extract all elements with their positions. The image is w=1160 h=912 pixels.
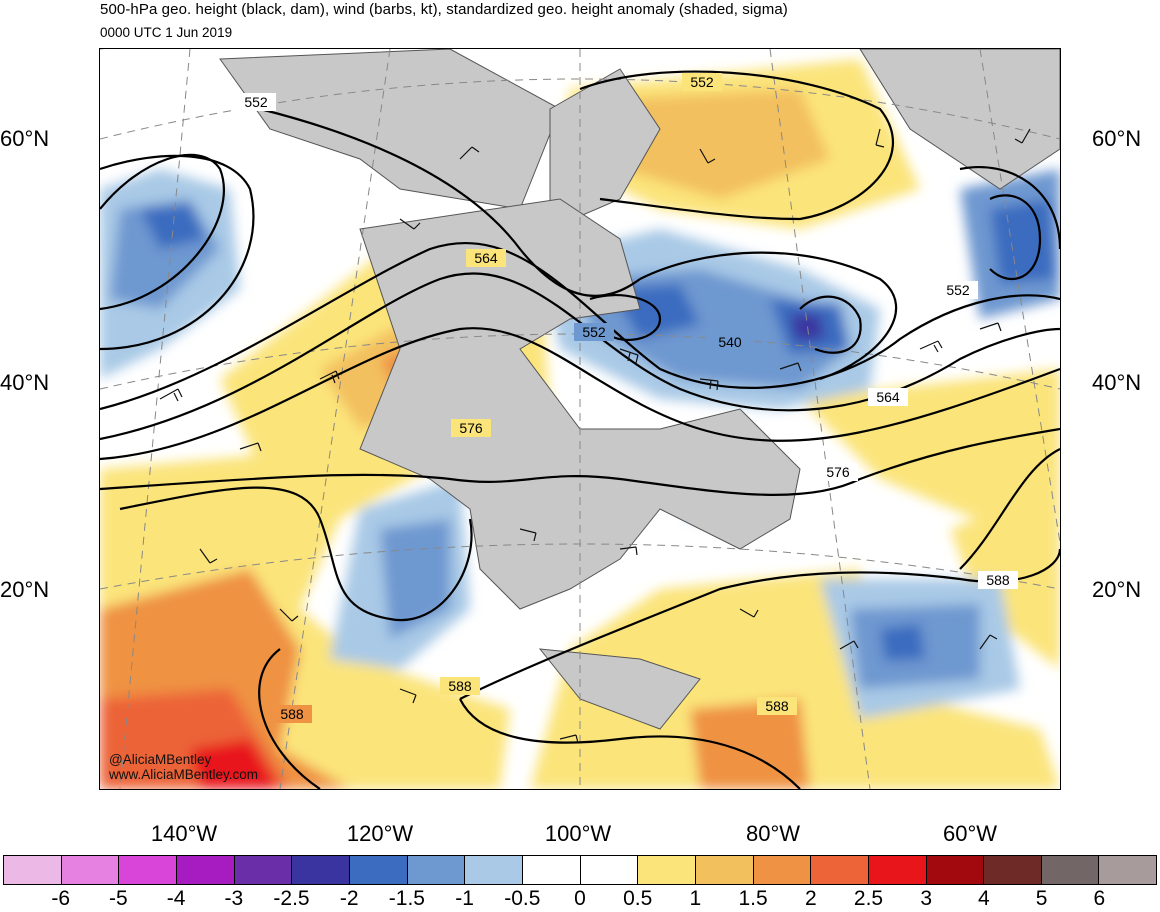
- lat-label-60n-left: 60°N: [0, 126, 50, 151]
- lon-label-100w: 100°W: [544, 821, 612, 846]
- contour-label-box: [574, 323, 614, 341]
- colorbar-tick-label: -6: [51, 887, 71, 910]
- contour-label: 564: [474, 250, 498, 266]
- colorbar-swatch: [407, 856, 466, 884]
- contour-label: 588: [280, 706, 304, 722]
- colorbar-swatch: [522, 856, 581, 884]
- colorbar-tick-label: -3: [224, 887, 244, 910]
- colorbar-swatch: [119, 856, 177, 884]
- lat-label-40n-right: 40°N: [1092, 370, 1142, 395]
- colorbar-swatch: [984, 856, 1042, 884]
- colorbar-tick-label: -4: [166, 887, 186, 910]
- colorbar-swatch: [638, 856, 696, 884]
- colorbar-swatch: [4, 856, 62, 884]
- colorbar-tick-label: -1.5: [388, 887, 425, 910]
- contour-label: 576: [459, 420, 483, 436]
- colorbar-swatch: [811, 856, 869, 884]
- colorbar-tick-label: -2: [339, 887, 359, 910]
- credit-website: www.AliciaMBentley.com: [109, 767, 259, 782]
- lat-label-40n-left: 40°N: [0, 370, 50, 395]
- contour-label: 588: [986, 572, 1010, 588]
- contour-label-box: [466, 249, 506, 267]
- colorbar-tick-label: 2: [804, 887, 817, 910]
- colorbar-tick-label: -2.5: [273, 887, 310, 910]
- contour-label-box: [868, 388, 908, 406]
- colorbar-swatch: [695, 856, 754, 884]
- contour-label: 552: [582, 324, 606, 340]
- map-title: 500-hPa geo. height (black, dam), wind (…: [100, 1, 788, 18]
- colorbar-swatch: [753, 856, 812, 884]
- contour-label: 564: [876, 389, 900, 405]
- wind-barbs: [159, 128, 1031, 744]
- contour-label-box: [451, 419, 491, 437]
- contour-labels: 552 552 552 552 564 564 540 576 576 588 …: [236, 73, 1018, 723]
- lon-label-80w: 80°W: [745, 821, 801, 846]
- contour-label-box: [272, 705, 312, 723]
- lon-label-60w: 60°W: [942, 821, 998, 846]
- contour-label-box: [978, 571, 1018, 589]
- colorbar-swatch: [580, 856, 639, 884]
- contour-label: 588: [765, 698, 789, 714]
- contour-label: 552: [244, 94, 268, 110]
- colorbar-tick-label: 6: [1093, 887, 1106, 910]
- colorbar-tick-label: -0.5: [504, 887, 541, 910]
- contour-label: 588: [448, 678, 472, 694]
- colorbar-swatch: [234, 856, 293, 884]
- colorbar-tick-label: -5: [109, 887, 128, 910]
- contour-label: 552: [690, 74, 714, 90]
- contour-label-box: [938, 281, 978, 299]
- land-masses: [219, 49, 1060, 730]
- contour-label-box: [682, 73, 722, 91]
- colorbar-swatch: [1041, 856, 1100, 884]
- colorbar-tick-label: 0: [574, 887, 586, 910]
- colorbar-tick-label: -1: [455, 887, 474, 910]
- contour-label-box: [440, 677, 480, 695]
- map-valid-time: 0000 UTC 1 Jun 2019: [100, 25, 233, 40]
- contour-label: 540: [718, 334, 742, 350]
- anomaly-colorbar: [3, 855, 1157, 885]
- colorbar-tick-label: 2.5: [853, 887, 884, 910]
- contour-label: 576: [826, 464, 850, 480]
- colorbar-tick-label: 1: [689, 887, 702, 910]
- colorbar-swatch: [926, 856, 985, 884]
- colorbar-swatch: [292, 856, 350, 884]
- contour-label: 552: [946, 282, 970, 298]
- lon-label-120w: 120°W: [346, 821, 414, 846]
- colorbar-tick-label: 0.5: [623, 887, 653, 910]
- lat-label-20n-left: 20°N: [0, 577, 50, 602]
- contour-label-box: [236, 93, 276, 111]
- colorbar-swatch: [868, 856, 927, 884]
- colorbar-swatch: [465, 856, 523, 884]
- colorbar-tick-label: 1.5: [738, 887, 768, 910]
- colorbar-tick-label: 3: [920, 887, 933, 910]
- credit-handle: @AliciaMBentley: [109, 752, 212, 767]
- colorbar-tick-label: 5: [1035, 887, 1048, 910]
- lat-label-20n-right: 20°N: [1092, 577, 1142, 602]
- contour-label-box: [710, 333, 750, 351]
- contour-label-box: [757, 697, 797, 715]
- colorbar-swatch: [61, 856, 120, 884]
- contour-label-box: [818, 463, 858, 481]
- lat-label-60n-right: 60°N: [1092, 126, 1142, 151]
- colorbar-tick-label: 4: [978, 887, 990, 910]
- colorbar-swatch: [349, 856, 408, 884]
- weather-map: 552 552 552 552 564 564 540 576 576 588 …: [99, 48, 1061, 790]
- colorbar-swatch: [1099, 856, 1157, 884]
- lon-label-140w: 140°W: [150, 821, 218, 846]
- colorbar-swatch: [176, 856, 235, 884]
